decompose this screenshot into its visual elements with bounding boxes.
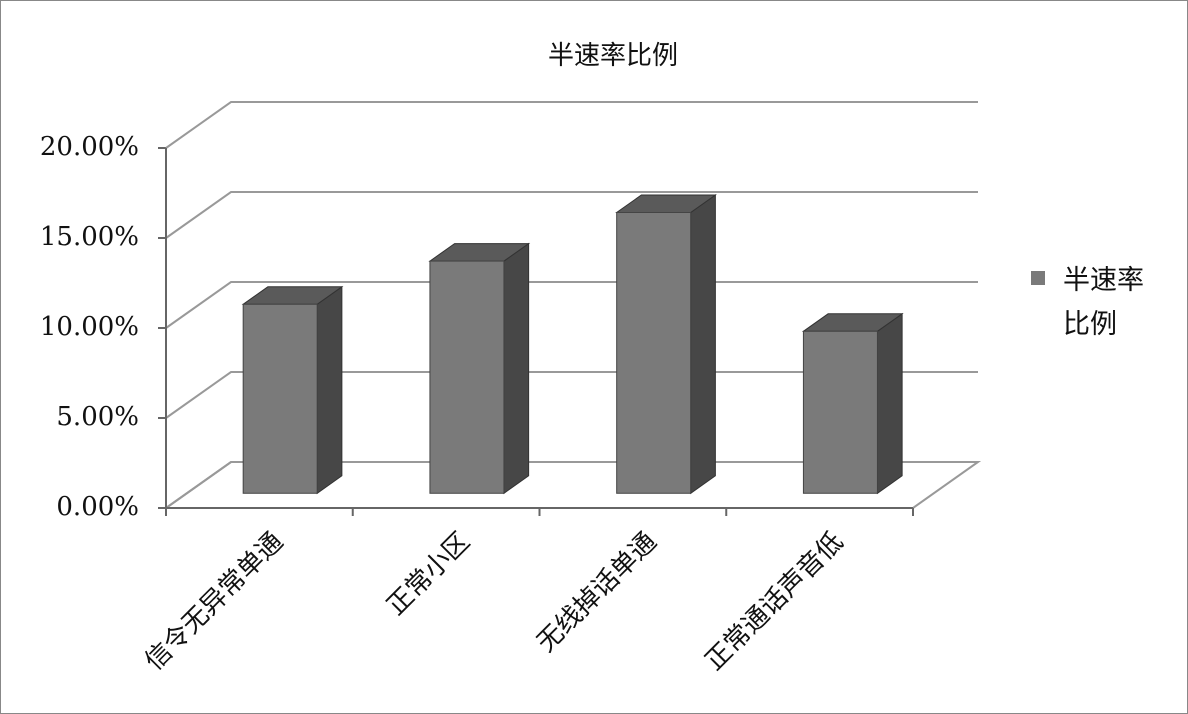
x-tick-label: 正常小区 [381, 527, 476, 622]
grid-line [165, 371, 978, 419]
y-tick-label: 15.00% [40, 222, 139, 252]
grid-line [165, 191, 978, 239]
chart-title: 半速率比例 [548, 41, 678, 71]
x-tick-label: 正常通话声音低 [700, 527, 850, 677]
bar-side [690, 194, 716, 495]
y-tick-label: 20.00% [40, 132, 139, 162]
bar [616, 211, 692, 494]
bar-side [503, 242, 530, 495]
legend-label: 半速率比例 [1063, 265, 1144, 340]
bar [429, 260, 505, 494]
y-tick-label: 5.00% [56, 402, 139, 432]
grid-line [165, 101, 978, 149]
x-tick-label: 信令无异常单通 [139, 527, 289, 677]
y-tick-label: 10.00% [40, 312, 139, 342]
legend: 半速率比例 [1031, 259, 1161, 347]
bar-side [876, 312, 903, 495]
grid-line [165, 281, 978, 329]
bar-side [316, 285, 343, 495]
x-tick-label: 无线掉话单通 [531, 527, 663, 659]
grid-line [165, 461, 978, 509]
bar [802, 330, 878, 494]
legend-swatch [1031, 271, 1045, 285]
y-tick-label: 0.00% [56, 492, 139, 522]
bar [242, 303, 318, 494]
